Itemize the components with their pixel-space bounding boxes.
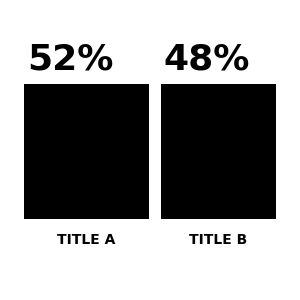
- FancyBboxPatch shape: [161, 84, 276, 219]
- Text: TITLE B: TITLE B: [189, 233, 248, 247]
- Text: TITLE A: TITLE A: [57, 233, 116, 247]
- FancyBboxPatch shape: [24, 84, 149, 219]
- Text: 48%: 48%: [164, 43, 250, 76]
- Text: 52%: 52%: [27, 43, 113, 76]
